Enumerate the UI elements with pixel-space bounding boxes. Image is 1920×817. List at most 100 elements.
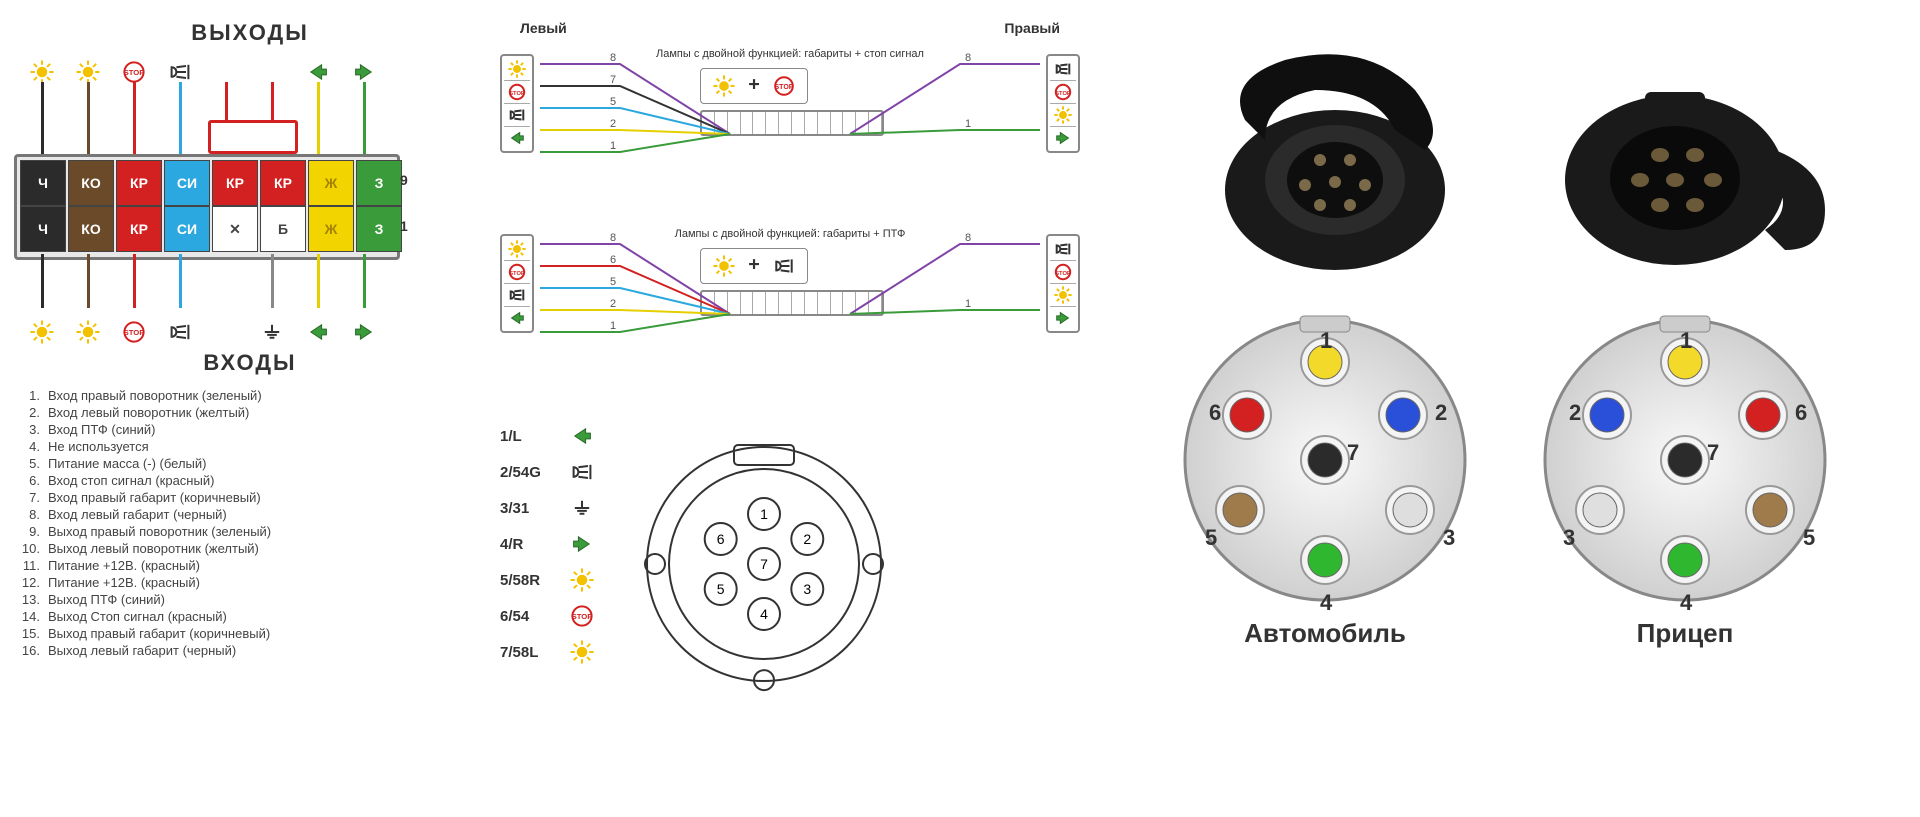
schematic-caption: Лампы с двойной функцией: габариты + сто… <box>630 48 950 60</box>
svg-text:+: + <box>748 75 760 95</box>
legend-item: 3.Вход ПТФ (синий) <box>20 422 480 437</box>
legend-item: 15.Выход правый габарит (коричневый) <box>20 626 480 641</box>
left-label: Левый <box>520 20 567 36</box>
pin-number: 2 <box>1435 400 1447 426</box>
input-icon: STOP <box>112 310 156 354</box>
car-label: Автомобиль <box>1175 618 1475 649</box>
wire <box>87 254 90 308</box>
svg-text:STOP: STOP <box>572 612 593 621</box>
panel-wiring-schematic: Левый Правый STOP STOP Лампы с двойной фун… <box>490 0 1090 817</box>
svg-text:+: + <box>748 255 760 275</box>
pin-number: 6 <box>1209 400 1221 426</box>
pin-number: 7 <box>1707 440 1719 466</box>
svg-text:4: 4 <box>760 606 768 622</box>
pin-number: 5 <box>1803 525 1815 551</box>
svg-text:7: 7 <box>610 74 616 86</box>
svg-text:2: 2 <box>610 298 616 310</box>
pin-legend-row: 6/54STOP <box>500 604 594 628</box>
svg-text:3: 3 <box>803 581 811 597</box>
pin-number: 2 <box>1569 400 1581 426</box>
terminal-cell: КР <box>212 160 258 206</box>
legend-item: 11.Питание +12В. (красный) <box>20 558 480 573</box>
wire <box>363 254 366 308</box>
svg-text:STOP: STOP <box>509 271 525 277</box>
terminal-cell: КР <box>260 160 306 206</box>
svg-text:1: 1 <box>760 506 768 522</box>
pin-number: 7 <box>1347 440 1359 466</box>
pin-number: 6 <box>1795 400 1807 426</box>
side-header: Левый Правый <box>500 20 1080 36</box>
legend-item: 8.Вход левый габарит (черный) <box>20 507 480 522</box>
connector-face-diagram: 1234567 <box>624 404 904 704</box>
legend-item: 14.Выход Стоп сигнал (красный) <box>20 609 480 624</box>
input-icon <box>342 310 386 354</box>
legend-item: 13.Выход ПТФ (синий) <box>20 592 480 607</box>
panel-wiring-module: ВЫХОДЫ STOPЧКОКРСИКРКРЖЗ9ЧКОКРСИ✕БЖЗ1STO… <box>0 0 490 817</box>
input-icon <box>250 310 294 354</box>
pin-legend: 1/L2/54G3/314/R5/58R6/54STOP7/58L <box>500 424 594 704</box>
terminal-cell: Б <box>260 206 306 252</box>
plug-photo <box>1525 30 1845 290</box>
pin-legend-row: 3/31 <box>500 496 594 520</box>
wire <box>41 82 44 160</box>
wire <box>317 82 320 160</box>
connector-strip <box>700 110 884 136</box>
wire <box>133 82 136 160</box>
pin-legend-row: 4/R <box>500 532 594 556</box>
lamp-stack-right: STOP <box>1046 234 1080 333</box>
input-icon <box>158 310 202 354</box>
row-num: 9 <box>400 172 408 188</box>
svg-text:STOP: STOP <box>509 91 525 97</box>
pin-number: 3 <box>1563 525 1575 551</box>
legend-item: 10.Выход левый поворотник (желтый) <box>20 541 480 556</box>
terminal-cell: Ч <box>20 206 66 252</box>
svg-text:8: 8 <box>610 52 616 64</box>
legend-item: 6.Вход стоп сигнал (красный) <box>20 473 480 488</box>
input-icon <box>66 310 110 354</box>
pin-legend-row: 1/L <box>500 424 594 448</box>
connector-strip <box>700 290 884 316</box>
legend-item: 4.Не используется <box>20 439 480 454</box>
svg-text:8: 8 <box>610 232 616 244</box>
svg-text:8: 8 <box>965 52 971 64</box>
wire <box>179 254 182 308</box>
svg-text:1: 1 <box>965 118 971 130</box>
pin-number: 1 <box>1320 328 1332 354</box>
trailer-label: Прицеп <box>1535 618 1835 649</box>
terminal-cell: СИ <box>164 206 210 252</box>
svg-text:STOP: STOP <box>774 84 793 91</box>
lamp-stack-left: STOP <box>500 54 534 153</box>
center-module: + <box>700 248 808 284</box>
schematic-1: STOP STOP Лампы с двойной функцией: габари… <box>500 44 1080 214</box>
svg-text:5: 5 <box>610 96 616 108</box>
terminal-cell: СИ <box>164 160 210 206</box>
svg-text:7: 7 <box>760 556 768 572</box>
svg-text:5: 5 <box>717 581 725 597</box>
svg-text:STOP: STOP <box>1055 271 1071 277</box>
socket-photo <box>1165 30 1485 290</box>
outputs-title: ВЫХОДЫ <box>20 20 480 46</box>
terminal-cell: Ч <box>20 160 66 206</box>
terminal-cell: ✕ <box>212 206 258 252</box>
svg-text:1: 1 <box>610 320 616 332</box>
pin-number: 3 <box>1443 525 1455 551</box>
terminal-cell: КО <box>68 206 114 252</box>
pin-legend-row: 5/58R <box>500 568 594 592</box>
legend-item: 2.Вход левый поворотник (желтый) <box>20 405 480 420</box>
terminal-cell: КР <box>116 160 162 206</box>
svg-text:6: 6 <box>610 254 616 266</box>
pin-number: 4 <box>1320 590 1332 616</box>
connector-photos <box>1165 30 1845 290</box>
pin-legend-row: 2/54G <box>500 460 594 484</box>
legend-item: 12.Питание +12В. (красный) <box>20 575 480 590</box>
svg-text:2: 2 <box>803 531 811 547</box>
connector-faces: 1234567 Автомобиль 1234567 Прицеп <box>1175 310 1835 649</box>
wire <box>133 254 136 308</box>
terminal-cell: З <box>356 160 402 206</box>
pin-number: 5 <box>1205 525 1217 551</box>
center-module: + STOP <box>700 68 808 104</box>
connector-face-car: 1234567 <box>1175 310 1475 610</box>
legend-item: 9.Выход правый поворотник (зеленый) <box>20 524 480 539</box>
terminal-cell: Ж <box>308 206 354 252</box>
svg-text:STOP: STOP <box>1055 91 1071 97</box>
